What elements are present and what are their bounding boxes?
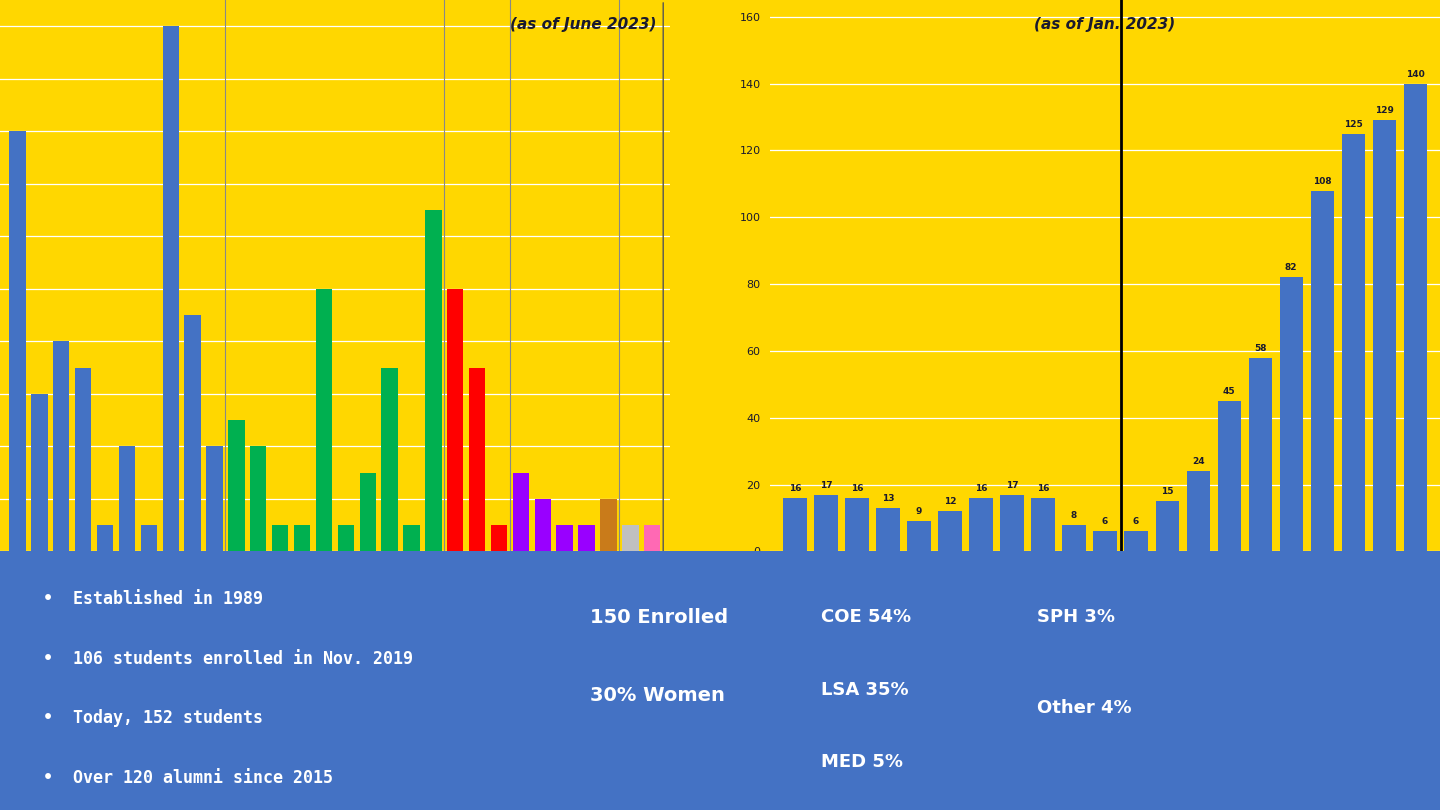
Bar <box>75 368 91 552</box>
Text: 6: 6 <box>1102 518 1109 526</box>
Text: Other 4%: Other 4% <box>1037 699 1132 717</box>
Bar <box>1280 277 1303 552</box>
Text: 82: 82 <box>1284 263 1297 272</box>
Bar <box>425 210 442 552</box>
Text: 13: 13 <box>881 494 894 503</box>
Bar <box>969 498 992 552</box>
Bar <box>1063 525 1086 552</box>
Bar <box>1248 358 1272 552</box>
Bar <box>184 315 200 552</box>
Bar <box>446 289 464 552</box>
Bar <box>32 394 48 552</box>
Text: 45: 45 <box>1223 387 1236 396</box>
Text: 30% Women: 30% Women <box>590 686 726 705</box>
Text: 108: 108 <box>1313 177 1332 185</box>
Bar <box>600 499 616 552</box>
Bar <box>403 525 419 552</box>
Bar <box>1031 498 1054 552</box>
Text: 16: 16 <box>1037 484 1050 493</box>
Text: 58: 58 <box>1254 343 1266 352</box>
Text: 150 Enrolled: 150 Enrolled <box>590 608 729 628</box>
Bar <box>1310 190 1333 552</box>
Bar <box>907 522 930 552</box>
Bar <box>337 525 354 552</box>
Text: SPH 3%: SPH 3% <box>1037 608 1115 626</box>
Bar <box>9 131 26 552</box>
Bar <box>118 446 135 552</box>
Text: 129: 129 <box>1375 106 1394 115</box>
Text: 6: 6 <box>1133 518 1139 526</box>
Bar <box>644 525 661 552</box>
Text: (as of June 2023): (as of June 2023) <box>510 16 657 32</box>
Text: 140: 140 <box>1405 70 1424 79</box>
Bar <box>1093 531 1117 552</box>
Text: 125: 125 <box>1344 120 1362 129</box>
Bar <box>1404 83 1427 552</box>
Bar <box>939 511 962 552</box>
Bar <box>579 525 595 552</box>
Bar <box>469 368 485 552</box>
Bar <box>877 508 900 552</box>
Text: •  106 students enrolled in Nov. 2019: • 106 students enrolled in Nov. 2019 <box>43 650 413 667</box>
Text: 17: 17 <box>819 480 832 490</box>
Bar <box>815 495 838 552</box>
Bar <box>1217 401 1241 552</box>
Text: CoE: CoE <box>105 761 127 771</box>
Text: 16: 16 <box>975 484 988 493</box>
Bar <box>534 499 552 552</box>
Bar <box>294 525 310 552</box>
Text: •  Over 120 alumni since 2015: • Over 120 alumni since 2015 <box>43 769 333 787</box>
Bar <box>1342 134 1365 552</box>
Bar <box>141 525 157 552</box>
Text: 17: 17 <box>1005 480 1018 490</box>
Text: LSA 35%: LSA 35% <box>821 680 909 699</box>
Bar <box>845 498 868 552</box>
Bar <box>1125 531 1148 552</box>
Bar <box>1155 501 1179 552</box>
Text: LSA: LSA <box>324 761 346 771</box>
Text: COE 54%: COE 54% <box>821 608 912 626</box>
Bar <box>783 498 806 552</box>
Text: •  Established in 1989: • Established in 1989 <box>43 590 264 608</box>
Text: 15: 15 <box>1161 488 1174 497</box>
Bar <box>1001 495 1024 552</box>
Bar <box>491 525 507 552</box>
Bar <box>96 525 114 552</box>
Text: 12: 12 <box>943 497 956 506</box>
Bar <box>163 26 179 552</box>
Bar <box>53 341 69 552</box>
Bar <box>382 368 397 552</box>
Bar <box>556 525 573 552</box>
Text: 9: 9 <box>916 507 922 517</box>
FancyBboxPatch shape <box>0 552 1440 810</box>
Bar <box>360 473 376 552</box>
Text: •  Today, 152 students: • Today, 152 students <box>43 710 264 727</box>
Bar <box>1187 471 1210 552</box>
Bar <box>513 473 528 552</box>
Bar <box>206 446 223 552</box>
Text: 16: 16 <box>851 484 864 493</box>
Bar <box>315 289 333 552</box>
Text: 24: 24 <box>1192 458 1204 467</box>
Text: (as of Jan. 2023): (as of Jan. 2023) <box>1034 16 1175 32</box>
Bar <box>272 525 288 552</box>
Text: MED 5%: MED 5% <box>821 753 903 771</box>
Text: 16: 16 <box>789 484 801 493</box>
Bar <box>251 446 266 552</box>
Text: Public
Health: Public Health <box>546 761 585 782</box>
Text: 8: 8 <box>1071 511 1077 520</box>
Bar <box>228 420 245 552</box>
Bar <box>622 525 638 552</box>
Text: Medicine: Medicine <box>451 761 504 771</box>
Bar <box>1372 121 1395 552</box>
